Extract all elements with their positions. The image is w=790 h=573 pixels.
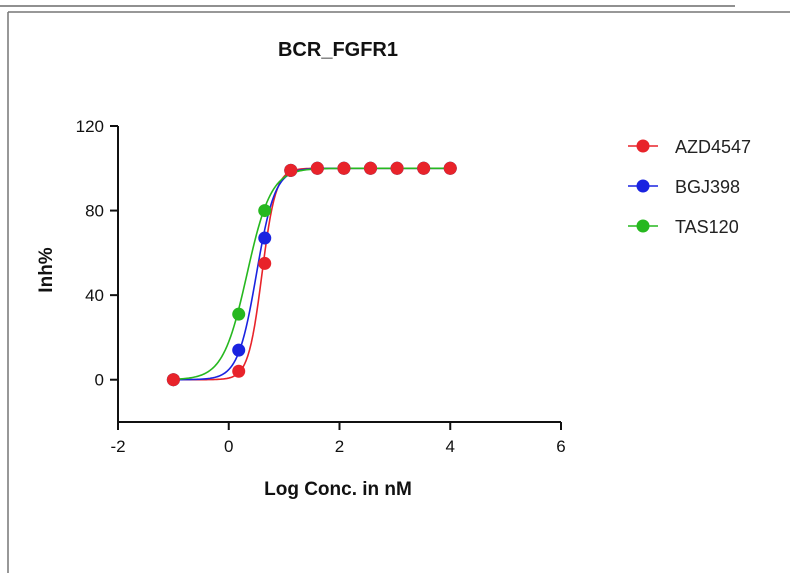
axes: 0 40 80 120 -2 0 2 4 6 bbox=[76, 117, 566, 456]
chart-title: BCR_FGFR1 bbox=[278, 39, 398, 61]
x-tick-label: 4 bbox=[446, 437, 455, 456]
data-point-azd4547 bbox=[417, 161, 431, 175]
data-point-azd4547 bbox=[443, 161, 457, 175]
data-point-tas120 bbox=[232, 307, 246, 321]
y-tick-label: 120 bbox=[76, 117, 104, 136]
data-point-bgj398 bbox=[232, 343, 246, 357]
fit-curve-azd4547 bbox=[173, 167, 451, 381]
x-axis-title: Log Conc. in nM bbox=[264, 479, 412, 500]
legend-label-bgj398: BGJ398 bbox=[675, 177, 740, 197]
legend-label-azd4547: AZD4547 bbox=[675, 137, 751, 157]
fit-curves bbox=[173, 167, 451, 381]
legend: AZD4547 BGJ398 TAS120 bbox=[628, 137, 751, 237]
data-point-azd4547 bbox=[364, 161, 378, 175]
legend-marker-bgj398 bbox=[636, 179, 650, 193]
data-point-bgj398 bbox=[258, 231, 272, 245]
data-points bbox=[166, 161, 457, 387]
x-tick-label: -2 bbox=[110, 437, 125, 456]
data-point-azd4547 bbox=[258, 256, 272, 270]
y-tick-label: 40 bbox=[85, 286, 104, 305]
y-axis-title: Inh% bbox=[36, 247, 57, 292]
data-point-azd4547 bbox=[284, 163, 298, 177]
fit-curve-tas120 bbox=[173, 167, 451, 381]
data-point-azd4547 bbox=[232, 364, 246, 378]
fit-curve-bgj398 bbox=[173, 167, 451, 381]
data-point-azd4547 bbox=[166, 373, 180, 387]
data-point-tas120 bbox=[258, 204, 272, 218]
legend-marker-azd4547 bbox=[636, 139, 650, 153]
x-tick-label: 2 bbox=[335, 437, 344, 456]
data-point-azd4547 bbox=[310, 161, 324, 175]
data-point-azd4547 bbox=[390, 161, 404, 175]
data-point-azd4547 bbox=[337, 161, 351, 175]
legend-marker-tas120 bbox=[636, 219, 650, 233]
x-tick-label: 0 bbox=[224, 437, 233, 456]
legend-label-tas120: TAS120 bbox=[675, 217, 739, 237]
y-tick-label: 80 bbox=[85, 202, 104, 221]
y-tick-label: 0 bbox=[95, 371, 104, 390]
x-tick-label: 6 bbox=[556, 437, 565, 456]
